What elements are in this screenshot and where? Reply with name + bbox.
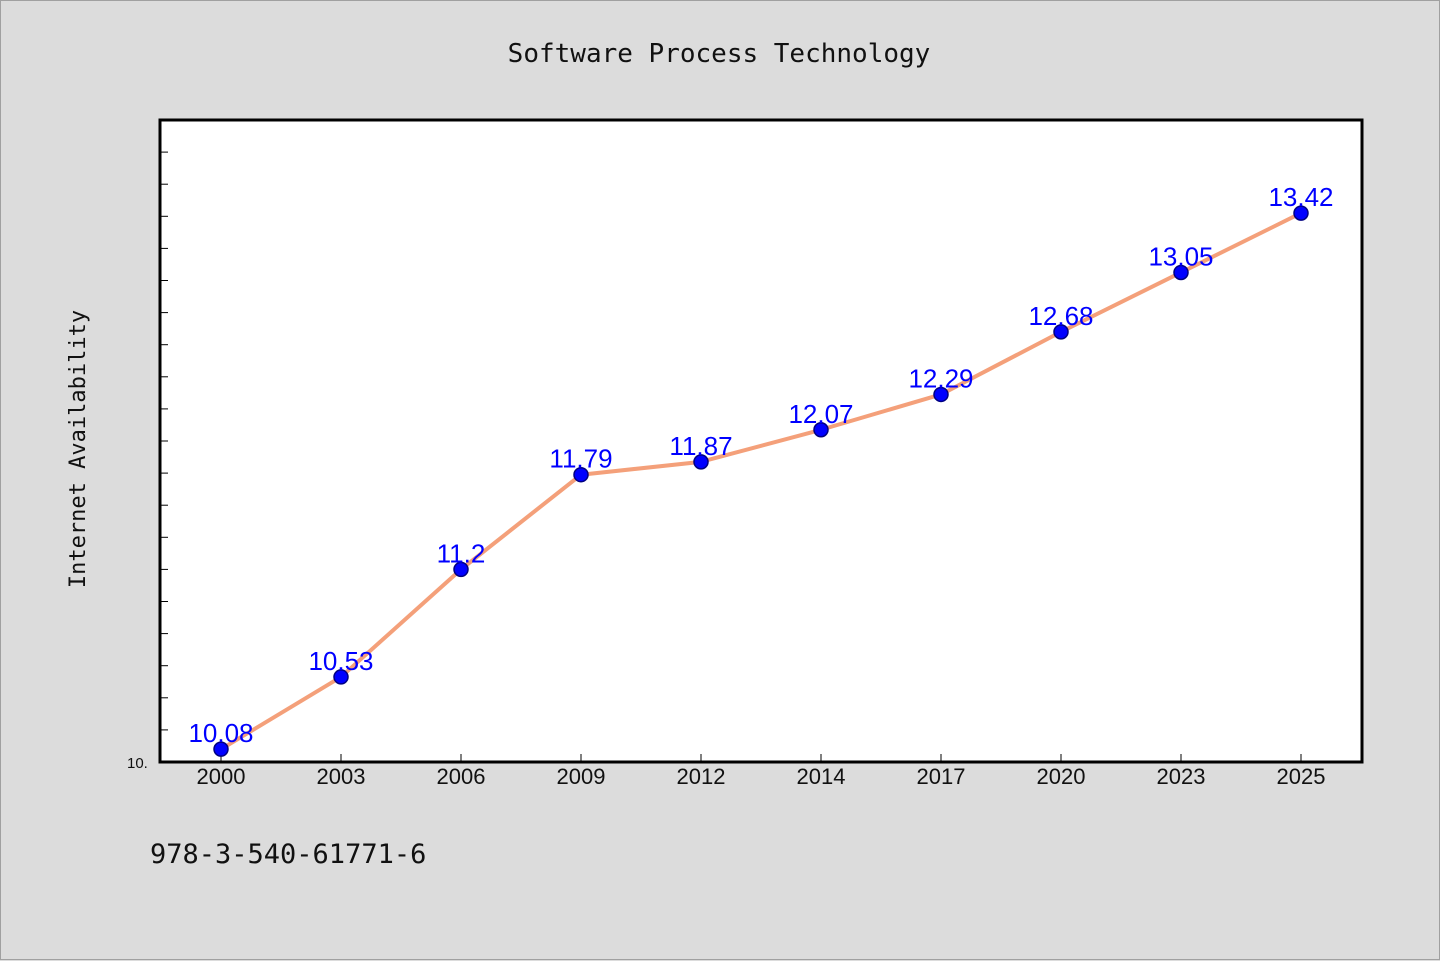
- data-label: 11.79: [549, 444, 612, 474]
- data-label: 12.07: [788, 399, 853, 429]
- series-layer: [213, 205, 1309, 757]
- data-label: 13.05: [1148, 241, 1213, 271]
- x-tick-label: 2000: [197, 764, 246, 789]
- data-label: 11.2: [437, 538, 486, 568]
- data-point: [693, 454, 709, 470]
- plot-area: [158, 118, 1364, 764]
- data-point: [933, 386, 949, 403]
- series-line: [219, 211, 1302, 751]
- data-point: [573, 466, 589, 483]
- footer-isbn: 978-3-540-61771-6: [150, 839, 426, 870]
- data-point: [1053, 324, 1069, 340]
- x-tick-label: 2003: [317, 764, 366, 789]
- chart-title: Software Process Technology: [508, 39, 931, 69]
- y-axis-ticks: [160, 119, 168, 731]
- data-label: 12.68: [1028, 301, 1093, 331]
- x-tick-label: 2009: [557, 764, 606, 789]
- x-tick-label: 2023: [1157, 764, 1206, 789]
- data-label-layer: 10.08 10.53 11.2 11.79 11.87 12.07 12.29 12.68 1…: [188, 182, 1333, 748]
- x-tick-label: 2020: [1037, 764, 1086, 789]
- x-tick-label: 2014: [797, 764, 846, 789]
- y-axis-label: Internet Availability: [66, 310, 91, 588]
- data-point: [1293, 205, 1309, 221]
- data-point: [333, 669, 349, 685]
- x-tick-label: 2017: [917, 764, 966, 789]
- x-tick-label: 2025: [1277, 764, 1326, 789]
- data-label: 13.42: [1268, 182, 1333, 212]
- data-label: 12.29: [908, 363, 973, 393]
- x-tick-label: 2012: [677, 764, 726, 789]
- data-point: [453, 561, 469, 578]
- data-label: 11.87: [669, 431, 732, 461]
- data-point: [813, 422, 829, 438]
- data-label: 10.08: [188, 718, 253, 748]
- data-label: 10.53: [308, 646, 373, 676]
- y-tick-label: 10.: [127, 755, 148, 772]
- x-axis-ticks: 2000 2003 2006 2009 2012 2014 2017 2020 2023 2025: [197, 754, 1326, 789]
- data-point: [213, 741, 229, 757]
- x-tick-label: 2006: [437, 764, 486, 789]
- data-point: [1173, 264, 1189, 281]
